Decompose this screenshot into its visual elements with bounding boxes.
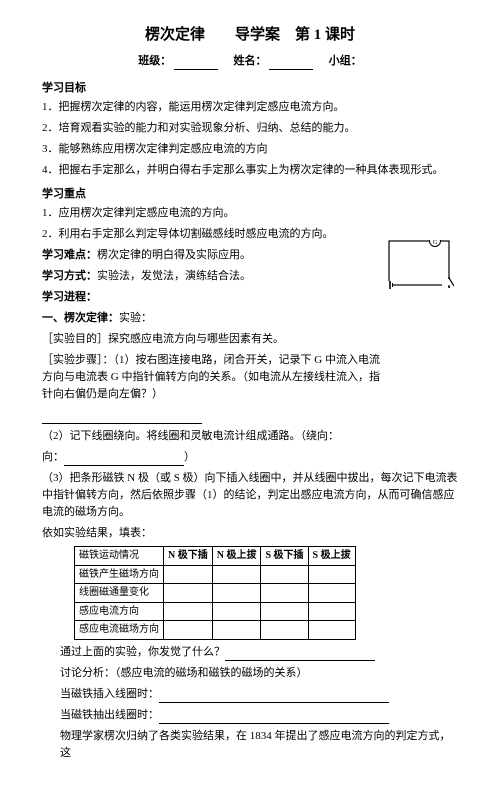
table-header-cell: S 极上拔 [308,547,355,566]
table-cell [308,565,355,584]
experiment-step-3: （3）把条形磁铁 N 极（或 S 极）向下插入线圈中，并从线圈中拔出，每次记下电… [42,470,458,521]
followup-discuss: 讨论分析：（感应电流的磁场和磁铁的磁场的关系） [42,665,458,682]
process-label: 学习进程： [42,291,97,303]
goals-heading: 学习目标 [42,80,458,97]
table-cell [212,602,261,621]
method-label: 学习方式： [42,270,97,282]
class-label: 班级： [138,53,171,70]
table-cell [164,602,213,621]
method-text: 实验法，发觉法，演练结合法。 [97,270,251,282]
keypoints-heading: 学习重点 [42,186,458,203]
table-cell [164,621,213,640]
table-cell [261,602,308,621]
table-cell [212,621,261,640]
row-label: 感应电流方向 [75,602,164,621]
table-cell [212,584,261,603]
pullout-label: 当磁铁抽出线圈时： [60,709,159,721]
table-row: 磁铁产生磁场方向 [75,565,356,584]
experiment-step-1: ［实验步骤］：（1）按右图连接电路，闭合开关，记录下 G 中流入电流方向与电流表… [42,352,458,403]
blank-line [42,407,458,424]
table-cell [164,584,213,603]
section-1-heading: 一、楞次定律：实验： [42,310,458,327]
name-label: 姓名： [234,53,267,70]
table-cell [212,565,261,584]
page-title: 楞次定律 导学案 第 1 课时 [42,24,458,47]
followup-insert: 当磁铁插入线圈时： [42,686,458,703]
difficulty-text: 楞次定律的明白得及实际应用。 [97,249,251,261]
table-cell [308,602,355,621]
student-info-row: 班级： 姓名： 小组： [42,53,458,70]
table-header-cell: S 极下插 [261,547,308,566]
goal-item: 3．能够熟练应用楞次定律判定感应电流的方向 [42,141,458,158]
table-row: 感应电流方向 [75,602,356,621]
goal-item: 2．培育观看实验的能力和对实验现象分析、归纳、总结的能力。 [42,120,458,137]
conclude-label: 依如实验结果，填表： [42,525,458,542]
followup-final: 物理学家楞次归纳了各类实验结果，在 1834 年提出了感应电流方向的判定方式，这 [42,728,458,762]
row-label: 磁铁产生磁场方向 [75,565,164,584]
followup-q1: 通过上面的实验，你发觉了什么？ [42,644,458,661]
table-cell [261,584,308,603]
close-paren: ） [184,451,195,463]
table-cell [261,621,308,640]
table-header-cell: 磁铁运动情况 [75,547,164,566]
difficulty-label: 学习难点： [42,249,97,261]
table-cell [308,584,355,603]
step-2-blank-row: 向：） [42,449,458,466]
insert-label: 当磁铁插入线圈时： [60,688,159,700]
table-row: 感应电流磁场方向 [75,621,356,640]
table-header-cell: N 极下插 [164,547,213,566]
section-1-title: 一、楞次定律： [42,312,119,324]
row-label: 线圈磁通量变化 [75,584,164,603]
svg-text:G: G [433,240,438,246]
experiment-purpose: ［实验目的］探究感应电流方向与哪些因素有关。 [42,331,458,348]
q1-text: 通过上面的实验，你发觉了什么？ [60,646,225,658]
table-cell [164,565,213,584]
table-header-row: 磁铁运动情况 N 极下插 N 极上拔 S 极下插 S 极上拔 [75,547,356,566]
goal-item: 4．把握右手定那么，并明白得右手定那么事实上为楞次定律的一种具体表现形式。 [42,162,458,179]
table-row: 线圈磁通量变化 [75,584,356,603]
keypoint-item: 1．应用楞次定律判定感应电流的方向。 [42,205,458,222]
row-label: 感应电流磁场方向 [75,621,164,640]
goal-item: 1．把握楞次定律的内容，能运用楞次定律判定感应电流方向。 [42,99,458,116]
group-label: 小组： [329,53,362,70]
experiment-label: 实验： [119,312,152,324]
step-2-text: （2）记下线圈绕向。将线圈和灵敏电流计组成通路。（绕向： [42,430,339,442]
experiment-step-2: （2）记下线圈绕向。将线圈和灵敏电流计组成通路。（绕向： [42,428,458,445]
results-table: 磁铁运动情况 N 极下插 N 极上拔 S 极下插 S 极上拔 磁铁产生磁场方向 … [74,546,356,640]
circuit-diagram: G [388,240,454,296]
followup-pullout: 当磁铁抽出线圈时： [42,707,458,724]
table-header-cell: N 极上拔 [212,547,261,566]
table-cell [308,621,355,640]
table-cell [261,565,308,584]
